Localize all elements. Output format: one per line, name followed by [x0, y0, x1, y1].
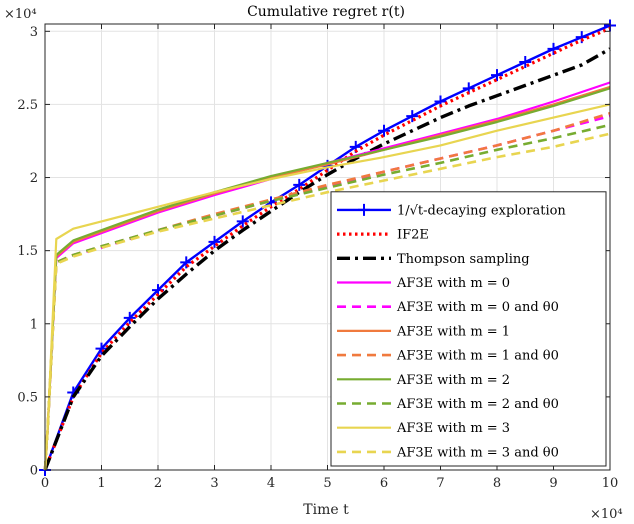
tick-labels: 0 1 2 3 4 5 6 7 8 9 10 0 0.5 1 1.5 2 2.5 3: [17, 25, 618, 491]
series-line-10: [43, 132, 611, 471]
x-tick-label: 4: [267, 476, 275, 491]
y-tick-label: 2: [30, 171, 38, 186]
series-marker: [378, 124, 390, 137]
series-line-8: [43, 123, 611, 471]
legend-label: IF2E: [397, 228, 429, 243]
x-tick-label: 8: [493, 476, 501, 491]
x-tick-label: 1: [97, 476, 105, 491]
legend-label: AF3E with m = 0 and θ0: [396, 300, 559, 315]
series-marker: [293, 178, 306, 191]
y-tick-label: 2.5: [17, 98, 38, 113]
y-tick-label: 0: [30, 464, 38, 479]
series-line-7: [43, 87, 611, 471]
x-tick-label: 6: [380, 476, 388, 491]
series-marker: [519, 56, 532, 69]
legend-label: AF3E with m = 2: [396, 373, 510, 388]
series-line-2: [43, 47, 611, 471]
x-tick-label: 2: [154, 476, 162, 491]
y-tick-label: 3: [30, 25, 38, 40]
series-marker: [208, 235, 221, 248]
series-marker: [236, 215, 249, 228]
series-line-9: [43, 103, 611, 471]
legend-label: AF3E with m = 2 and θ0: [396, 397, 559, 412]
legend-label: Thompson sampling: [397, 252, 530, 267]
x-exponent-label: ×10⁴: [590, 507, 623, 522]
legend: 1/√t-decaying exploration IF2E Thompson sa…: [330, 191, 607, 467]
x-tick-label: 0: [41, 476, 49, 491]
legend-label: AF3E with m = 0: [396, 276, 510, 291]
x-tick-label: 3: [210, 476, 218, 491]
series-lines: [39, 19, 616, 476]
x-axis-label: Time t: [303, 502, 349, 518]
legend-label: AF3E with m = 1: [396, 324, 510, 339]
legend-label: 1/√t-decaying exploration: [397, 203, 566, 218]
x-tick-label: 7: [436, 476, 444, 491]
series-marker: [491, 69, 503, 82]
series-line-3: [43, 81, 611, 471]
series-marker: [547, 42, 560, 55]
x-tick-label: 9: [549, 476, 557, 491]
legend-box: [330, 191, 607, 467]
chart-title: Cumulative regret r(t): [247, 4, 405, 20]
series-marker: [95, 342, 108, 355]
series-marker: [180, 256, 193, 269]
x-tick-label: 5: [323, 476, 331, 491]
series-marker: [123, 311, 136, 324]
legend-label: AF3E with m = 3 and θ0: [396, 445, 559, 460]
y-exponent-label: ×10⁴: [4, 7, 37, 22]
y-tick-label: 1: [30, 317, 38, 332]
legend-label: AF3E with m = 1 and θ0: [396, 349, 559, 364]
legend-marker: [358, 203, 370, 216]
y-tick-label: 0.5: [17, 390, 38, 405]
y-tick-label: 1.5: [17, 244, 38, 259]
x-tick-label: 10: [602, 476, 619, 491]
series-marker: [406, 110, 419, 123]
legend-label: AF3E with m = 3: [396, 421, 510, 436]
